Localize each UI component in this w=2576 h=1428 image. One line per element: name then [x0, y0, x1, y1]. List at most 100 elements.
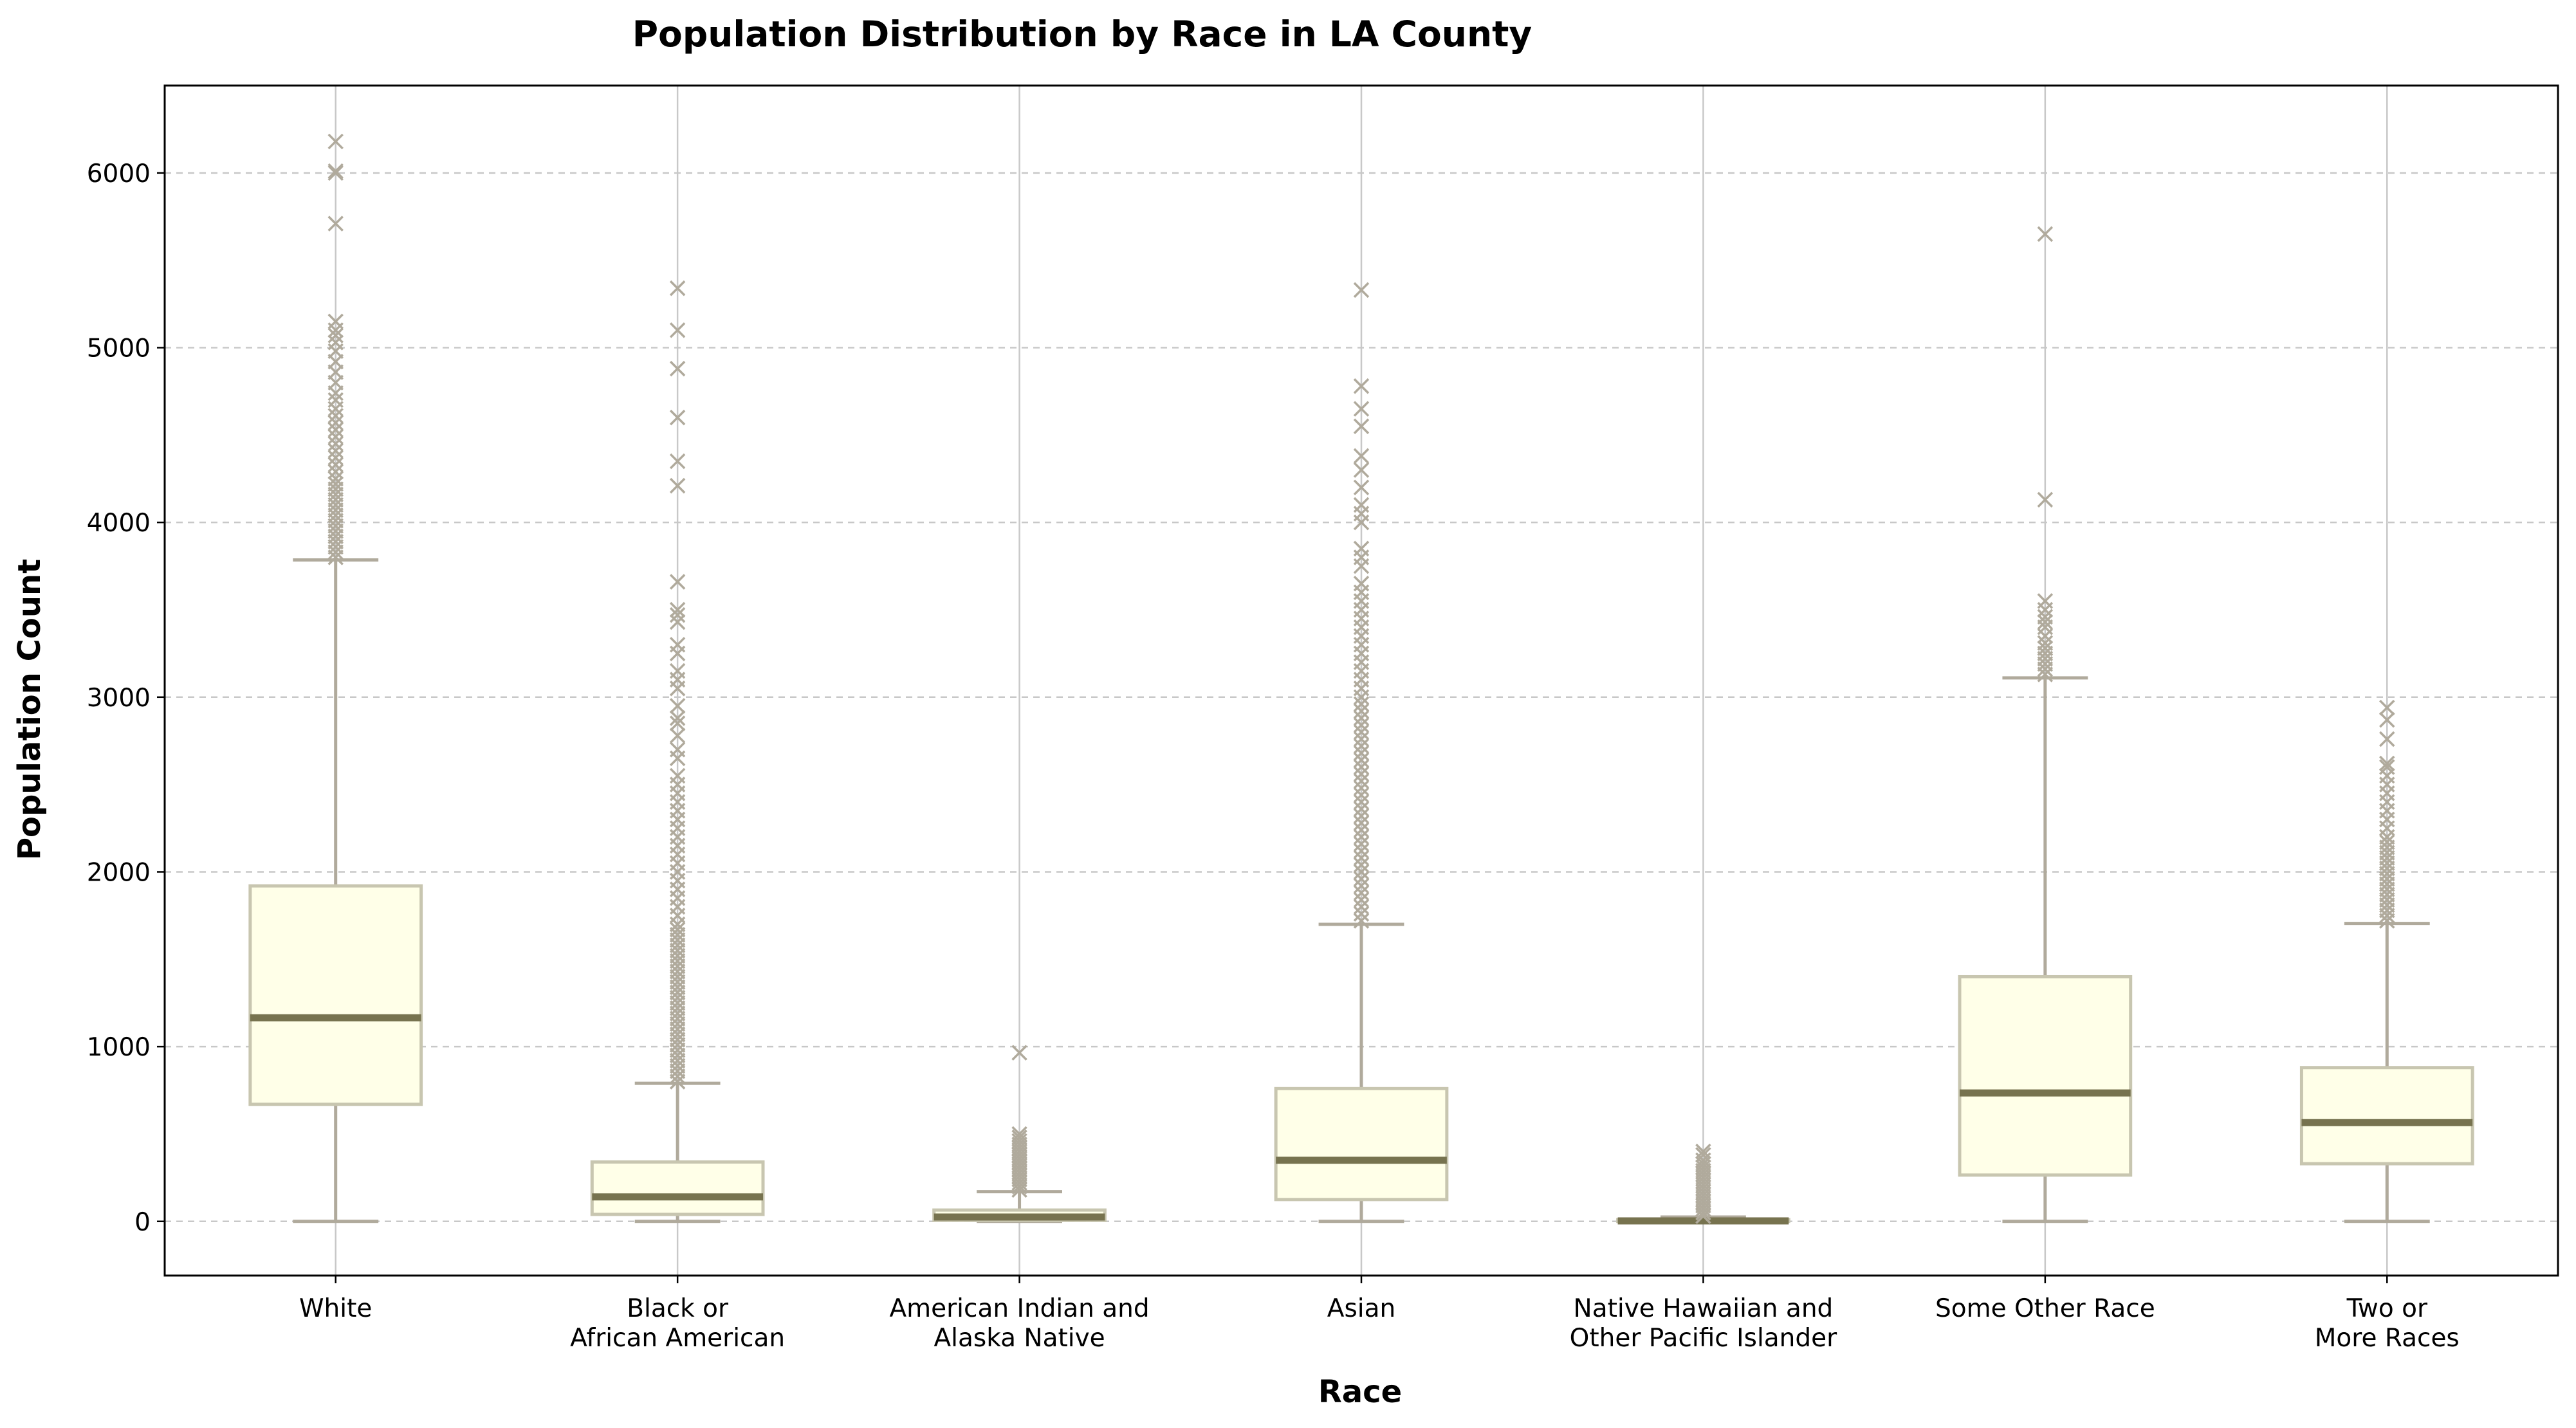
- outlier-point: [2379, 711, 2395, 728]
- outlier-point: [2037, 614, 2054, 630]
- outlier-point: [2037, 609, 2054, 625]
- outlier-point: [327, 334, 344, 351]
- outlier-point: [1353, 717, 1370, 733]
- outlier-point: [327, 421, 344, 438]
- outlier-point: [1353, 850, 1370, 866]
- y-tick-label: 4000: [87, 509, 151, 538]
- outlier-point: [1353, 401, 1370, 417]
- y-tick-label: 5000: [87, 334, 151, 363]
- outlier-point: [669, 409, 686, 426]
- outlier-point: [327, 415, 344, 431]
- outlier-point: [2379, 755, 2395, 772]
- outlier-point: [1353, 794, 1370, 810]
- box-series: [248, 133, 2474, 1225]
- outlier-point: [1353, 766, 1370, 782]
- box-1: [248, 133, 423, 1223]
- outlier-point: [669, 280, 686, 297]
- outlier-point: [327, 327, 344, 343]
- outlier-point: [2037, 640, 2054, 656]
- outlier-point: [1353, 892, 1370, 908]
- outlier-point: [1353, 815, 1370, 831]
- outlier-point: [327, 435, 344, 452]
- outlier-point: [669, 698, 686, 714]
- x-tick-label: American Indian and: [889, 1294, 1149, 1323]
- x-tick-label: Native Hawaiian and: [1574, 1294, 1834, 1323]
- outlier-point: [1353, 418, 1370, 434]
- outlier-point: [669, 453, 686, 470]
- chart-title: Population Distribution by Race in LA Co…: [632, 14, 1532, 55]
- outlier-point: [1011, 1133, 1027, 1149]
- outlier-point: [2037, 635, 2054, 651]
- iqr-box: [1958, 975, 2133, 1177]
- outlier-point: [327, 443, 344, 459]
- outlier-point: [1353, 913, 1370, 929]
- outlier-point: [327, 215, 344, 232]
- x-tick-label: More Races: [2315, 1324, 2460, 1353]
- outlier-point: [669, 663, 686, 679]
- outlier-point: [327, 408, 344, 424]
- x-tick-label: Black or: [627, 1294, 729, 1323]
- outlier-point: [327, 450, 344, 466]
- box-2: [590, 280, 765, 1223]
- outlier-point: [1353, 378, 1370, 394]
- x-axis-label: Race: [1318, 1374, 1402, 1410]
- outlier-point: [327, 470, 344, 487]
- outlier-point: [669, 767, 686, 784]
- outlier-point: [327, 476, 344, 492]
- outlier-point: [1353, 497, 1370, 513]
- outlier-point: [1353, 864, 1370, 880]
- outlier-point: [1353, 857, 1370, 873]
- y-tick-label: 1000: [87, 1033, 151, 1062]
- y-tick-label: 2000: [87, 858, 151, 887]
- outlier-point: [1353, 822, 1370, 838]
- outlier-point: [1353, 479, 1370, 496]
- outlier-point: [2379, 699, 2395, 716]
- x-tick-label: Some Other Race: [1935, 1294, 2155, 1323]
- outlier-point: [669, 742, 686, 758]
- outlier-point: [1011, 1126, 1027, 1142]
- outlier-point: [1353, 843, 1370, 859]
- outlier-point: [1353, 871, 1370, 887]
- outlier-point: [327, 428, 344, 445]
- box-4: [1274, 282, 1449, 1223]
- outlier-point: [1353, 282, 1370, 298]
- outlier-point: [669, 921, 686, 938]
- outlier-point: [669, 607, 686, 623]
- iqr-box: [2299, 1066, 2474, 1166]
- outlier-point: [1353, 808, 1370, 824]
- outlier-point: [1353, 780, 1370, 796]
- outlier-point: [1353, 745, 1370, 761]
- y-axis-ticks: 0 1000 2000 3000 4000 5000 6000: [87, 160, 165, 1237]
- outlier-point: [1353, 884, 1370, 901]
- x-tick-label: Asian: [1327, 1294, 1395, 1323]
- y-tick-label: 3000: [87, 684, 151, 713]
- iqr-box: [248, 884, 423, 1106]
- outlier-point: [1353, 836, 1370, 852]
- y-axis-label: Population Count: [12, 559, 48, 860]
- outlier-point: [669, 601, 686, 618]
- outlier-point: [669, 728, 686, 744]
- outlier-point: [327, 457, 344, 473]
- outlier-point: [1353, 448, 1370, 464]
- outlier-point: [669, 574, 686, 590]
- outlier-point: [1353, 752, 1370, 768]
- outlier-point: [1695, 1143, 1711, 1160]
- box-6: [1958, 226, 2133, 1223]
- outlier-point: [2379, 759, 2395, 775]
- box-3: [932, 1045, 1107, 1223]
- outlier-point: [1695, 1159, 1711, 1175]
- outlier-point: [327, 313, 344, 329]
- outlier-point: [669, 360, 686, 377]
- outlier-point: [1353, 696, 1370, 712]
- x-tick-label: Alaska Native: [934, 1324, 1105, 1353]
- x-tick-label: Other Pacific Islander: [1570, 1324, 1838, 1353]
- outlier-point: [669, 322, 686, 338]
- outlier-point: [1353, 899, 1370, 915]
- box-5: [1616, 1143, 1790, 1225]
- outlier-point: [1353, 575, 1370, 592]
- outlier-point: [669, 710, 686, 726]
- outlier-point: [1011, 1045, 1027, 1061]
- outlier-point: [1353, 773, 1370, 789]
